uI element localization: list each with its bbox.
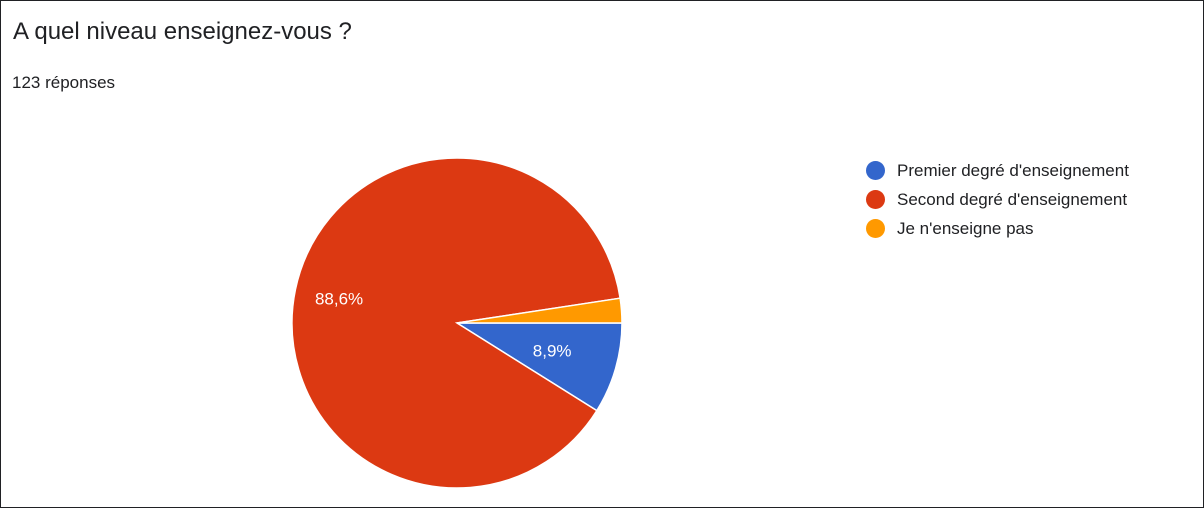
legend-label: Premier degré d'enseignement [897,161,1129,180]
pie-value-label: 8,9% [533,341,572,360]
pie-slice-3[interactable] [456,297,623,324]
pie-slices [291,157,623,489]
question-title: A quel niveau enseignez-vous ? [13,18,352,45]
legend-swatch [866,190,885,209]
legend-swatch [866,219,885,238]
response-count: 123 réponses [12,73,116,92]
legend-label: Second degré d'enseignement [897,190,1128,209]
chart-legend: Premier degré d'enseignement Second degré… [866,156,1129,243]
legend-item[interactable]: Je n'enseigne pas [866,214,1129,243]
legend-item[interactable]: Second degré d'enseignement [866,185,1129,214]
legend-item[interactable]: Premier degré d'enseignement [866,156,1129,185]
pie-slice-1[interactable] [454,322,623,412]
pie-value-labels: 8,9% 88,6% [315,290,572,361]
pie-slice-2[interactable] [291,157,621,489]
pie-value-label: 88,6% [315,290,363,309]
legend-label: Je n'enseigne pas [897,219,1034,238]
legend-swatch [866,161,885,180]
